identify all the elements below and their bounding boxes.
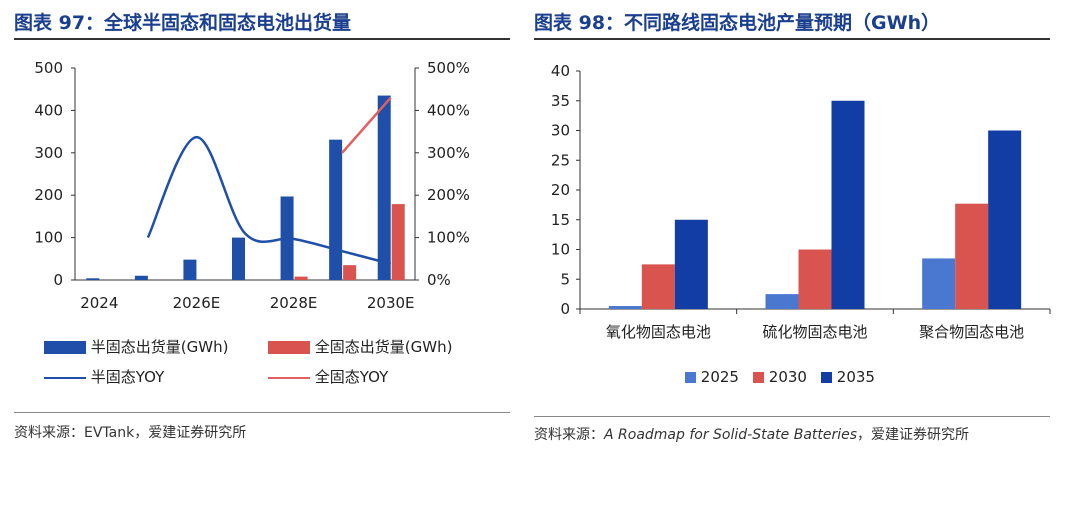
legend-label: 全固态出货量(GWh)	[314, 338, 453, 356]
bar-2030	[641, 264, 675, 309]
y-tick-label: 10	[551, 241, 570, 259]
right-source-rule	[534, 416, 1050, 417]
x-tick-label: 2030E	[367, 294, 415, 312]
y-tick-label: 5	[560, 270, 570, 288]
y-left-tick-label: 200	[34, 186, 63, 204]
y-tick-label: 25	[551, 151, 570, 169]
right-source-suffix: ，爱建证券研究所	[857, 427, 970, 443]
left-chart-title: 图表 97：全球半固态和固态电池出货量	[14, 12, 352, 34]
bar-full-solid	[294, 276, 308, 280]
right-title-rule	[534, 38, 1050, 40]
legend-label: 半固态出货量(GWh)	[90, 338, 229, 356]
right-source-title: A Roadmap for Solid-State Batteries	[604, 427, 858, 443]
legend-swatch	[753, 372, 764, 383]
left-source: 资料来源：EVTank，爱建证券研究所	[14, 425, 247, 441]
y-right-tick-label: 200%	[427, 186, 470, 204]
bar-2025	[765, 294, 799, 309]
legend-swatch	[268, 376, 310, 379]
bar-semi-solid	[329, 139, 343, 280]
y-right-tick-label: 500%	[427, 59, 470, 77]
bar-2030	[798, 249, 832, 309]
y-tick-label: 0	[560, 300, 570, 318]
legend-label: 2035	[836, 368, 875, 386]
y-tick-label: 35	[551, 92, 570, 110]
bar-2025	[608, 306, 642, 309]
bar-2035	[674, 219, 708, 309]
right-chart-title: 图表 98：不同路线固态电池产量预期（GWh）	[534, 12, 941, 34]
y-right-tick-label: 300%	[427, 144, 470, 162]
bar-semi-solid	[134, 275, 148, 280]
legend-2025: 2025	[685, 368, 739, 386]
y-right-tick-label: 100%	[427, 229, 470, 247]
legend-2030: 2030	[753, 368, 807, 386]
y-tick-label: 40	[551, 62, 570, 80]
y-tick-label: 15	[551, 211, 570, 229]
legend-full-line: 全固态YOY	[268, 366, 388, 387]
bar-2035	[831, 100, 865, 309]
bar-semi-solid	[377, 95, 391, 280]
right-chart-panel: 图表 98：不同路线固态电池产量预期（GWh） 0 5 10 15 20 25 30 35 40…	[530, 0, 1080, 506]
bar-semi-solid	[86, 278, 100, 280]
y-right-tick-label: 0%	[427, 271, 451, 289]
bar-semi-solid	[232, 237, 245, 280]
legend-semi-bar: 半固态出货量(GWh)	[44, 336, 228, 357]
legend-swatch	[44, 376, 86, 379]
left-chart-plot: 0 100 200 300 400 500 0% 100% 200% 300% 400% 500% 20…	[34, 59, 470, 312]
legend-2035: 2035	[821, 368, 875, 386]
x-tick-label: 2028E	[270, 294, 318, 312]
legend-full-bar: 全固态出货量(GWh)	[268, 336, 452, 357]
x-tick-label: 硫化物固态电池	[762, 323, 867, 341]
bar-full-solid	[343, 265, 357, 280]
legend-swatch	[821, 372, 832, 383]
left-source-rule	[14, 412, 510, 413]
legend-swatch	[44, 341, 86, 354]
legend-label: 半固态YOY	[90, 368, 165, 386]
x-tick-label: 2024	[80, 294, 118, 312]
x-tick-label: 聚合物固态电池	[919, 323, 1024, 341]
y-left-tick-label: 100	[34, 229, 63, 247]
x-tick-label: 氧化物固态电池	[606, 323, 711, 341]
right-chart-plot: 0 5 10 15 20 25 30 35 40 氧化物固态电池 硫化物固态电池 聚合物固态电池	[551, 62, 1051, 341]
legend-label: 2030	[768, 368, 807, 386]
legend-swatch	[685, 372, 696, 383]
left-chart-panel: 图表 97：全球半固态和固态电池出货量 0 100 200 300 400 500 0% 10…	[0, 0, 520, 506]
legend-semi-line: 半固态YOY	[44, 366, 164, 387]
y-right-tick-label: 400%	[427, 101, 470, 119]
y-left-tick-label: 300	[34, 144, 63, 162]
y-left-tick-label: 500	[34, 59, 63, 77]
y-left-tick-label: 400	[34, 101, 63, 119]
right-source-prefix: 资料来源：	[534, 427, 604, 443]
left-title-rule	[14, 38, 510, 40]
y-tick-label: 20	[551, 181, 570, 199]
x-tick-label: 2026E	[173, 294, 221, 312]
legend-swatch	[268, 341, 310, 354]
bar-2030	[955, 203, 989, 309]
y-tick-label: 30	[551, 122, 570, 140]
bar-full-solid	[391, 204, 405, 280]
line-semi-yoy	[146, 135, 392, 266]
bar-semi-solid	[183, 259, 197, 280]
bar-2035	[988, 130, 1022, 309]
legend-label: 2025	[700, 368, 739, 386]
right-source: 资料来源：A Roadmap for Solid-State Batteries…	[534, 422, 1054, 448]
line-full-yoy	[341, 96, 392, 154]
bar-2025	[922, 258, 956, 309]
y-left-tick-label: 0	[53, 271, 63, 289]
legend-label: 全固态YOY	[314, 368, 389, 386]
